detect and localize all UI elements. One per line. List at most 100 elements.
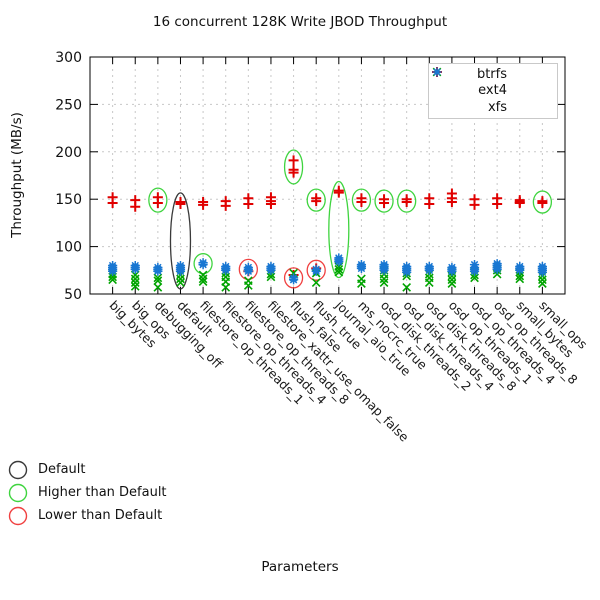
point-btrfs — [537, 197, 548, 208]
point-btrfs — [265, 198, 276, 209]
annotation-ellipse-higher — [532, 190, 553, 214]
point-ext4 — [130, 278, 140, 287]
point-btrfs — [288, 155, 299, 166]
point-ext4 — [311, 278, 321, 287]
point-xfs — [492, 264, 502, 274]
default-circle-icon — [8, 460, 28, 479]
annotation-ellipse-higher — [193, 253, 213, 275]
point-btrfs — [288, 167, 299, 178]
point-ext4 — [153, 276, 163, 286]
point-xfs — [243, 266, 253, 276]
legend-item-ext4: ext4 — [429, 67, 557, 99]
series-legend: btrfs ext4 xfs — [428, 63, 558, 119]
annotation-ellipse-higher — [306, 188, 326, 212]
chart-title: 16 concurrent 128K Write JBOD Throughput — [152, 14, 448, 30]
point-btrfs — [446, 197, 457, 208]
point-ext4 — [221, 282, 231, 292]
point-ext4 — [379, 274, 389, 284]
point-xfs — [447, 266, 457, 276]
point-ext4 — [447, 279, 457, 288]
point-ext4 — [334, 264, 344, 274]
point-xfs — [334, 257, 344, 267]
point-xfs — [153, 266, 163, 276]
annotation-ellipse-higher — [328, 180, 350, 279]
point-ext4 — [108, 275, 117, 285]
point-xfs — [221, 265, 231, 275]
point-btrfs — [356, 197, 367, 208]
annotation-ellipse-lower — [283, 267, 304, 289]
point-btrfs — [152, 197, 163, 208]
annotation-ellipse-higher — [148, 187, 168, 213]
higher-circle-icon — [8, 483, 28, 502]
annotation-ellipse-higher — [283, 149, 304, 185]
point-btrfs — [424, 198, 435, 209]
point-ext4 — [538, 279, 547, 288]
y-tick-label: 300 — [55, 50, 82, 66]
point-ext4 — [153, 282, 163, 292]
point-xfs — [266, 265, 276, 275]
annotation-legend-label: Default — [38, 462, 86, 477]
annotation-legend: Default Higher than Default Lower than Def… — [7, 458, 167, 527]
annotation-ellipse-higher — [397, 189, 417, 213]
point-xfs — [537, 267, 547, 277]
point-xfs — [379, 265, 389, 275]
annotation-legend-label: Higher than Default — [38, 485, 167, 500]
annotation-ellipse-lower — [306, 259, 326, 281]
annotation-ellipse-default — [169, 192, 192, 290]
point-btrfs — [311, 196, 322, 207]
legend-item-btrfs: btrfs — [429, 66, 557, 82]
point-ext4 — [402, 282, 412, 292]
point-xfs — [198, 260, 208, 270]
point-btrfs — [107, 197, 118, 208]
point-xfs — [515, 265, 525, 275]
point-xfs — [402, 267, 412, 277]
y-tick-label: 200 — [55, 145, 82, 161]
plot-border — [89, 56, 566, 295]
point-ext4 — [198, 277, 208, 287]
point-xfs — [130, 264, 140, 274]
point-ext4 — [198, 270, 208, 280]
point-xfs — [424, 265, 434, 275]
point-ext4 — [447, 275, 457, 285]
point-xfs — [469, 266, 480, 276]
point-ext4 — [334, 267, 344, 277]
lower-circle-icon — [8, 506, 28, 525]
point-ext4 — [379, 278, 389, 287]
annotation-legend-item-default: Default — [7, 458, 167, 481]
y-tick-label: 100 — [55, 240, 82, 256]
point-btrfs — [469, 199, 480, 210]
point-ext4 — [470, 273, 479, 283]
annotation-legend-item-higher: Higher than Default — [7, 481, 167, 504]
point-btrfs — [220, 200, 231, 211]
point-btrfs — [492, 198, 503, 209]
point-btrfs — [379, 197, 390, 208]
x-axis-label: Parameters — [261, 559, 339, 575]
point-btrfs — [401, 197, 412, 208]
point-btrfs — [243, 198, 254, 209]
annotation-legend-item-lower: Lower than Default — [7, 504, 167, 527]
y-tick-label: 50 — [64, 287, 82, 303]
annotation-ellipse-higher — [374, 189, 394, 213]
point-btrfs — [175, 198, 186, 209]
y-tick-label: 150 — [55, 192, 82, 208]
point-ext4 — [243, 281, 253, 290]
annotation-legend-label: Lower than Default — [38, 508, 163, 523]
annotation-ellipse-lower — [238, 258, 258, 281]
point-ext4 — [357, 279, 366, 288]
point-ext4 — [266, 272, 276, 282]
point-ext4 — [538, 275, 547, 285]
legend-label: ext4 — [478, 83, 507, 99]
point-ext4 — [130, 274, 140, 284]
point-xfs — [288, 275, 299, 285]
point-ext4 — [176, 274, 185, 284]
legend-item-xfs: xfs — [429, 67, 557, 116]
point-ext4 — [515, 274, 525, 284]
point-btrfs — [130, 201, 141, 212]
point-xfs — [356, 263, 367, 274]
point-btrfs — [514, 197, 525, 208]
point-xfs — [108, 266, 118, 276]
point-xfs — [175, 266, 186, 276]
point-btrfs — [198, 199, 209, 210]
point-ext4 — [130, 282, 140, 291]
